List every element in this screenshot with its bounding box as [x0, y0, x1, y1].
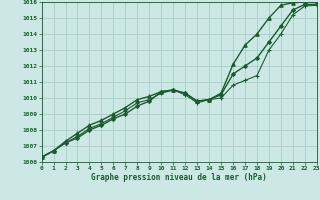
X-axis label: Graphe pression niveau de la mer (hPa): Graphe pression niveau de la mer (hPa)	[91, 173, 267, 182]
